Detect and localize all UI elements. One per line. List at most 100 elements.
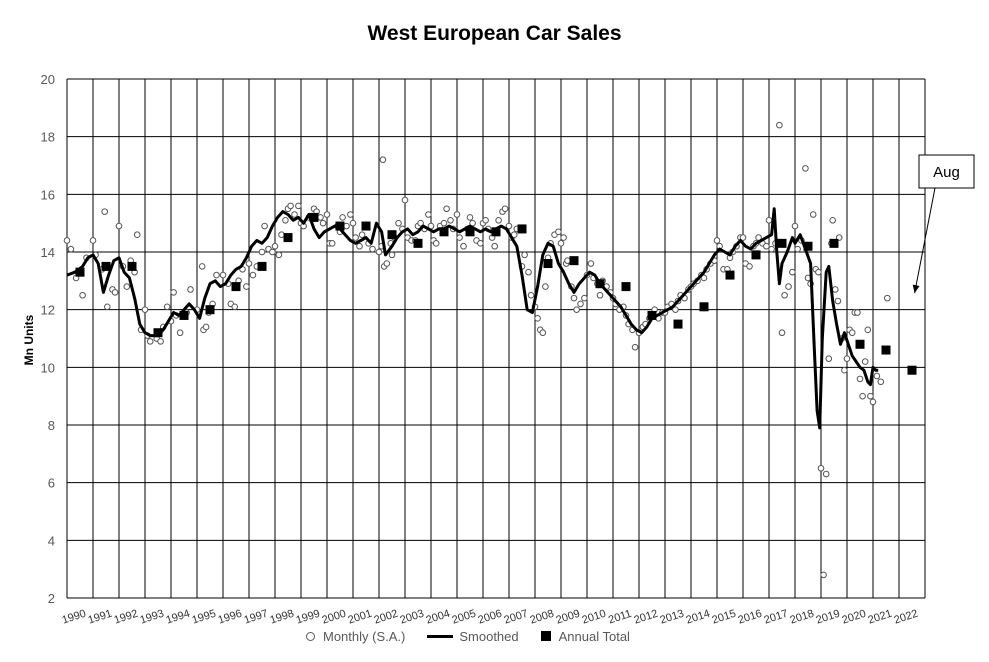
monthly-point (417, 219, 424, 227)
monthly-point (269, 248, 276, 256)
monthly-point (713, 237, 721, 244)
annotation-text: Aug (933, 164, 960, 181)
legend-label-annual: Annual Total (558, 628, 630, 644)
monthly-point (141, 306, 149, 313)
monthly-point (820, 571, 827, 579)
filled-square-icon (540, 631, 551, 641)
monthly-point (187, 286, 194, 293)
legend-label-smoothed: Smoothed (459, 628, 519, 644)
annotation-box (918, 154, 975, 189)
annual-total-point (283, 233, 293, 243)
monthly-point (815, 268, 822, 276)
monthly-point (111, 289, 119, 296)
monthly-point (848, 329, 856, 337)
monthly-point (388, 251, 396, 259)
monthly-point (854, 309, 861, 316)
monthly-point (867, 392, 874, 400)
monthly-point (859, 392, 866, 400)
annual-total-point (569, 256, 579, 266)
monthly-point (856, 375, 864, 383)
monthly-point (534, 315, 541, 322)
monthly-point (501, 205, 509, 213)
monthly-point (794, 245, 801, 253)
annual-total-point (127, 261, 137, 271)
annual-total-point (829, 238, 839, 248)
annual-total-point (153, 328, 163, 338)
monthly-point (176, 329, 184, 337)
annual-total-point (621, 282, 631, 292)
monthly-point (339, 214, 346, 221)
x-tick-label: 2007 (503, 608, 530, 627)
monthly-point (864, 326, 872, 334)
monthly-point (282, 216, 289, 224)
monthly-point (527, 291, 535, 299)
monthly-point (555, 228, 562, 236)
monthly-point (739, 234, 747, 241)
monthly-point (275, 251, 283, 259)
y-axis-label: Mn Units (22, 314, 36, 365)
x-tick-label: 2002 (373, 608, 400, 627)
monthly-point (778, 329, 786, 337)
annual-total-point (543, 259, 553, 269)
monthly-point (319, 219, 327, 227)
monthly-point (825, 355, 833, 362)
monthly-point (89, 237, 97, 244)
annual-total-point (387, 230, 397, 240)
monthly-point (163, 303, 171, 311)
y-tick-label: 4 (48, 533, 55, 548)
x-tick-label: 2014 (685, 608, 712, 627)
monthly-point (379, 156, 387, 164)
y-tick-label: 16 (41, 187, 55, 202)
x-tick-label: 2008 (529, 608, 556, 627)
monthly-point (672, 306, 679, 313)
monthly-point (352, 234, 359, 241)
monthly-point (104, 303, 111, 311)
monthly-point (249, 271, 257, 279)
monthly-point (323, 211, 331, 218)
x-tick-label: 2022 (893, 608, 920, 627)
annual-total-point (517, 224, 527, 234)
x-tick-label: 1990 (61, 608, 88, 627)
monthly-point (832, 286, 839, 293)
x-tick-label: 1997 (243, 608, 270, 627)
monthly-point (477, 240, 484, 247)
monthly-point (291, 211, 298, 218)
monthly-point (343, 222, 350, 230)
legend-label-monthly: Monthly (S.A.) (323, 628, 406, 644)
monthly-point (841, 366, 848, 374)
monthly-point (877, 378, 885, 386)
x-tick-label: 2012 (633, 608, 660, 627)
y-axis-ticks: 2 4 6 8 10 12 14 16 18 20 (41, 72, 55, 606)
y-tick-label: 6 (48, 476, 55, 491)
monthly-point (789, 268, 796, 276)
monthly-point (491, 242, 499, 250)
legend-item-smoothed: Smoothed (427, 628, 519, 644)
monthly-point (746, 263, 753, 270)
monthly-point (631, 343, 639, 351)
annual-total-point (595, 279, 605, 289)
monthly-point (115, 222, 123, 230)
monthly-point (570, 294, 578, 302)
monthly-point (231, 303, 238, 311)
x-tick-label: 2017 (763, 608, 790, 627)
monthly-point (245, 260, 253, 267)
monthly-point (198, 263, 206, 270)
monthly-point (432, 240, 440, 247)
monthly-point (564, 257, 571, 264)
hollow-circle-icon (306, 631, 315, 641)
monthly-point (123, 283, 131, 290)
annual-total-point (439, 227, 449, 237)
annual-total-point (231, 282, 241, 292)
y-tick-label: 8 (48, 418, 55, 433)
monthly-point (456, 234, 463, 241)
monthly-point (829, 216, 837, 224)
legend: Monthly (S.A.) Smoothed Annual Total (306, 626, 652, 646)
x-tick-label: 1995 (191, 608, 218, 627)
annual-total-point (647, 310, 657, 320)
line-icon (427, 634, 454, 638)
monthly-point (258, 248, 266, 256)
monthly-point (482, 216, 489, 224)
monthly-point (834, 297, 842, 305)
aug-annotation: Aug (912, 154, 975, 294)
